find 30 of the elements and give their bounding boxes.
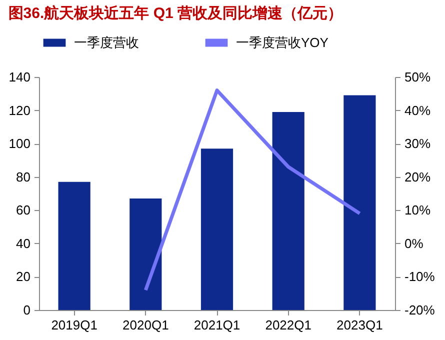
line-series — [144, 88, 362, 292]
legend-label: 一季度营收 — [74, 34, 139, 50]
x-tick-label: 2022Q1 — [265, 318, 312, 332]
y2-tick-label: -20% — [404, 302, 436, 318]
y2-tick-label: 50% — [404, 70, 431, 84]
y-tick-label: 80 — [16, 169, 30, 184]
bar — [130, 198, 162, 310]
chart-title: 图36.航天板块近五年 Q1 营收及同比增速（亿元） — [8, 4, 343, 22]
y2-tick-label: 20% — [404, 169, 431, 184]
y2-tick-label: 10% — [404, 202, 431, 218]
y-tick-label: 140 — [8, 70, 30, 84]
y-tick-label: 120 — [8, 102, 30, 118]
x-tick-label: 2020Q1 — [122, 318, 169, 332]
bar — [344, 95, 376, 310]
x-tick-label: 2019Q1 — [51, 318, 98, 332]
x-tick-label: 2023Q1 — [336, 318, 383, 332]
x-tick-label: 2021Q1 — [194, 318, 240, 332]
bar — [200, 148, 234, 310]
y-tick-label: 40 — [16, 236, 30, 251]
legend-label: 一季度营收YOY — [236, 34, 329, 50]
y2-tick-label: 0% — [404, 236, 424, 251]
y2-tick-label: 40% — [404, 102, 431, 118]
y-tick-label: 100 — [8, 136, 30, 152]
y2-tick-label: -10% — [404, 269, 436, 284]
bar — [272, 112, 304, 310]
y2-tick-label: 30% — [404, 136, 431, 152]
bar — [58, 182, 90, 310]
y-tick-label: 0 — [23, 302, 30, 318]
y-tick-label: 60 — [16, 202, 30, 218]
y-tick-label: 20 — [16, 269, 30, 284]
